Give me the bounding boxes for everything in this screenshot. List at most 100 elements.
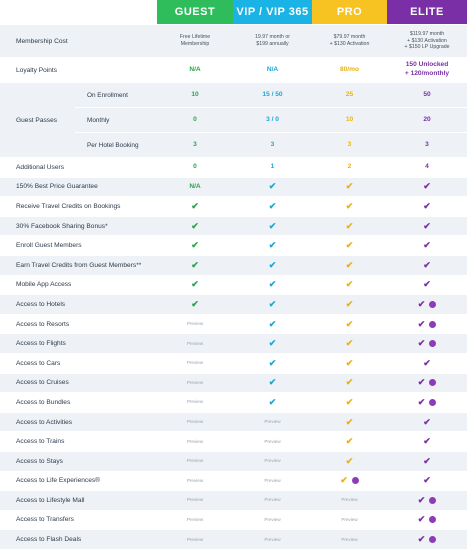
row-membership-cost: Membership Cost Free Lifetime Membership 1…	[0, 24, 467, 57]
cell-value: N/A	[189, 182, 201, 190]
row-life-exp: Access to Life Experiences® Preview Previe…	[0, 470, 467, 491]
check-icon: ✔	[345, 259, 354, 270]
cell-value: 80/mo	[339, 65, 360, 73]
tier-header-vip: VIP / VIP 365	[233, 0, 312, 24]
row-additional-users: Additional Users 0 1 2 4	[0, 157, 467, 177]
feature-dot-icon	[351, 477, 359, 485]
cell-value: 3 / 0	[266, 115, 279, 123]
row-label: Access to Life Experiences®	[16, 477, 101, 485]
check-cell-pro: ✔	[312, 374, 387, 393]
row-travel-credits: Receive Travel Credits on Bookings ✔ ✔ ✔ ✔	[0, 196, 467, 216]
check-cell-elite: ✔	[387, 452, 467, 471]
feature-dot-icon	[429, 398, 437, 406]
check-cell-vip: ✔	[233, 178, 312, 197]
cell-value: 0	[193, 163, 197, 171]
subrow-label: On Enrollment	[87, 91, 128, 99]
preview-label-vip: Preview	[233, 452, 312, 471]
row-flights: Access to Flights Preview ✔ ✔ ✔	[0, 333, 467, 353]
preview-label-vip: Preview	[233, 530, 312, 549]
preview-label-guest: Preview	[157, 374, 233, 393]
check-cell-vip: ✔	[233, 315, 312, 334]
check-cell-pro: ✔	[312, 354, 387, 373]
subrow-label: Monthly	[87, 116, 110, 124]
preview-text: Preview	[186, 379, 204, 385]
row-label: Access to Resorts	[16, 320, 70, 328]
preview-text: Preview	[264, 419, 281, 425]
preview-text: Preview	[264, 497, 281, 503]
cell-value: 2	[347, 163, 352, 171]
check-cell-elite: ✔	[387, 315, 467, 334]
preview-text: Preview	[186, 419, 204, 425]
feature-dot-icon	[429, 536, 437, 544]
cell-value: 15 / 50	[262, 90, 283, 98]
preview-label-guest: Preview	[157, 413, 233, 432]
cell-value: $119.97 month + $130 Activation + $150 L…	[404, 30, 450, 51]
check-icon: ✔	[345, 181, 354, 192]
cell-value: N/A	[189, 65, 201, 73]
preview-label-pro: Preview	[312, 511, 387, 530]
value-cell-elite: 150 Unlocked + 120/monthly	[387, 58, 467, 82]
value-cell-pro: 25	[312, 83, 387, 107]
check-cell-elite: ✔	[387, 413, 467, 432]
check-cell-guest: ✔	[157, 236, 233, 255]
row-label: Loyalty Points	[16, 66, 58, 74]
cell-value: 20	[423, 115, 431, 123]
check-icon: ✔	[417, 298, 426, 309]
check-icon: ✔	[345, 436, 354, 447]
check-icon: ✔	[417, 377, 426, 388]
row-label: Access to Lifestyle Mall	[16, 496, 85, 504]
row-earn-credits: Earn Travel Credits from Guest Members**…	[0, 254, 467, 275]
value-cell-guest: Free Lifetime Membership	[157, 25, 233, 57]
preview-label-pro: Preview	[312, 530, 387, 549]
check-cell-elite: ✔	[387, 530, 467, 549]
check-cell-pro: ✔	[312, 472, 387, 491]
check-cell-pro: ✔	[312, 295, 387, 314]
value-cell-elite: 3	[387, 133, 467, 157]
check-icon: ✔	[345, 200, 354, 211]
check-icon: ✔	[423, 475, 431, 486]
check-icon: ✔	[268, 396, 277, 407]
check-icon: ✔	[345, 357, 354, 368]
check-cell-elite: ✔	[387, 393, 467, 412]
check-icon: ✔	[268, 279, 277, 290]
check-icon: ✔	[191, 200, 199, 211]
row-label: Access to Activities	[16, 418, 73, 426]
tier-header-elite: ELITE	[387, 0, 467, 24]
row-label: Access to Hotels	[16, 300, 66, 308]
preview-label-vip: Preview	[233, 413, 312, 432]
value-cell-pro: 2	[312, 158, 387, 177]
check-icon: ✔	[268, 200, 277, 211]
row-stays: Access to Stays Preview Preview ✔ ✔	[0, 450, 467, 471]
check-icon: ✔	[423, 259, 431, 270]
cell-value: 0	[193, 115, 197, 123]
check-cell-pro: ✔	[312, 452, 387, 471]
check-icon: ✔	[345, 318, 354, 329]
row-activities: Access to Activities Preview Preview ✔ ✔	[0, 411, 467, 432]
check-cell-elite: ✔	[387, 178, 467, 197]
preview-text: Preview	[186, 477, 204, 483]
row-facebook: 30% Facebook Sharing Bonus* ✔ ✔ ✔ ✔	[0, 215, 467, 236]
check-cell-guest: ✔	[157, 217, 233, 236]
row-resorts: Access to Resorts Preview ✔ ✔ ✔	[0, 313, 467, 334]
value-cell-guest: 3	[157, 133, 233, 157]
check-icon: ✔	[340, 475, 348, 486]
check-icon: ✔	[423, 455, 431, 466]
check-cell-elite: ✔	[387, 197, 467, 216]
preview-text: Preview	[186, 438, 204, 444]
check-cell-elite: ✔	[387, 511, 467, 530]
cell-value: 50	[423, 90, 431, 98]
guest-passes-subrow: Per Hotel Booking 3 3 3 3	[75, 132, 467, 157]
preview-text: Preview	[264, 536, 281, 542]
check-icon: ✔	[268, 318, 277, 329]
preview-text: Preview	[186, 321, 204, 327]
check-cell-vip: ✔	[233, 236, 312, 255]
preview-label-guest: Preview	[157, 334, 233, 353]
preview-label-pro: Preview	[312, 491, 387, 510]
row-label: Mobile App Access	[16, 281, 72, 289]
preview-label-guest: Preview	[157, 393, 233, 412]
check-icon: ✔	[191, 259, 199, 270]
check-cell-vip: ✔	[233, 217, 312, 236]
row-label: Access to Transfers	[16, 516, 74, 524]
row-trains: Access to Trains Preview Preview ✔ ✔	[0, 431, 467, 451]
row-label: Receive Travel Credits on Bookings	[16, 202, 121, 210]
